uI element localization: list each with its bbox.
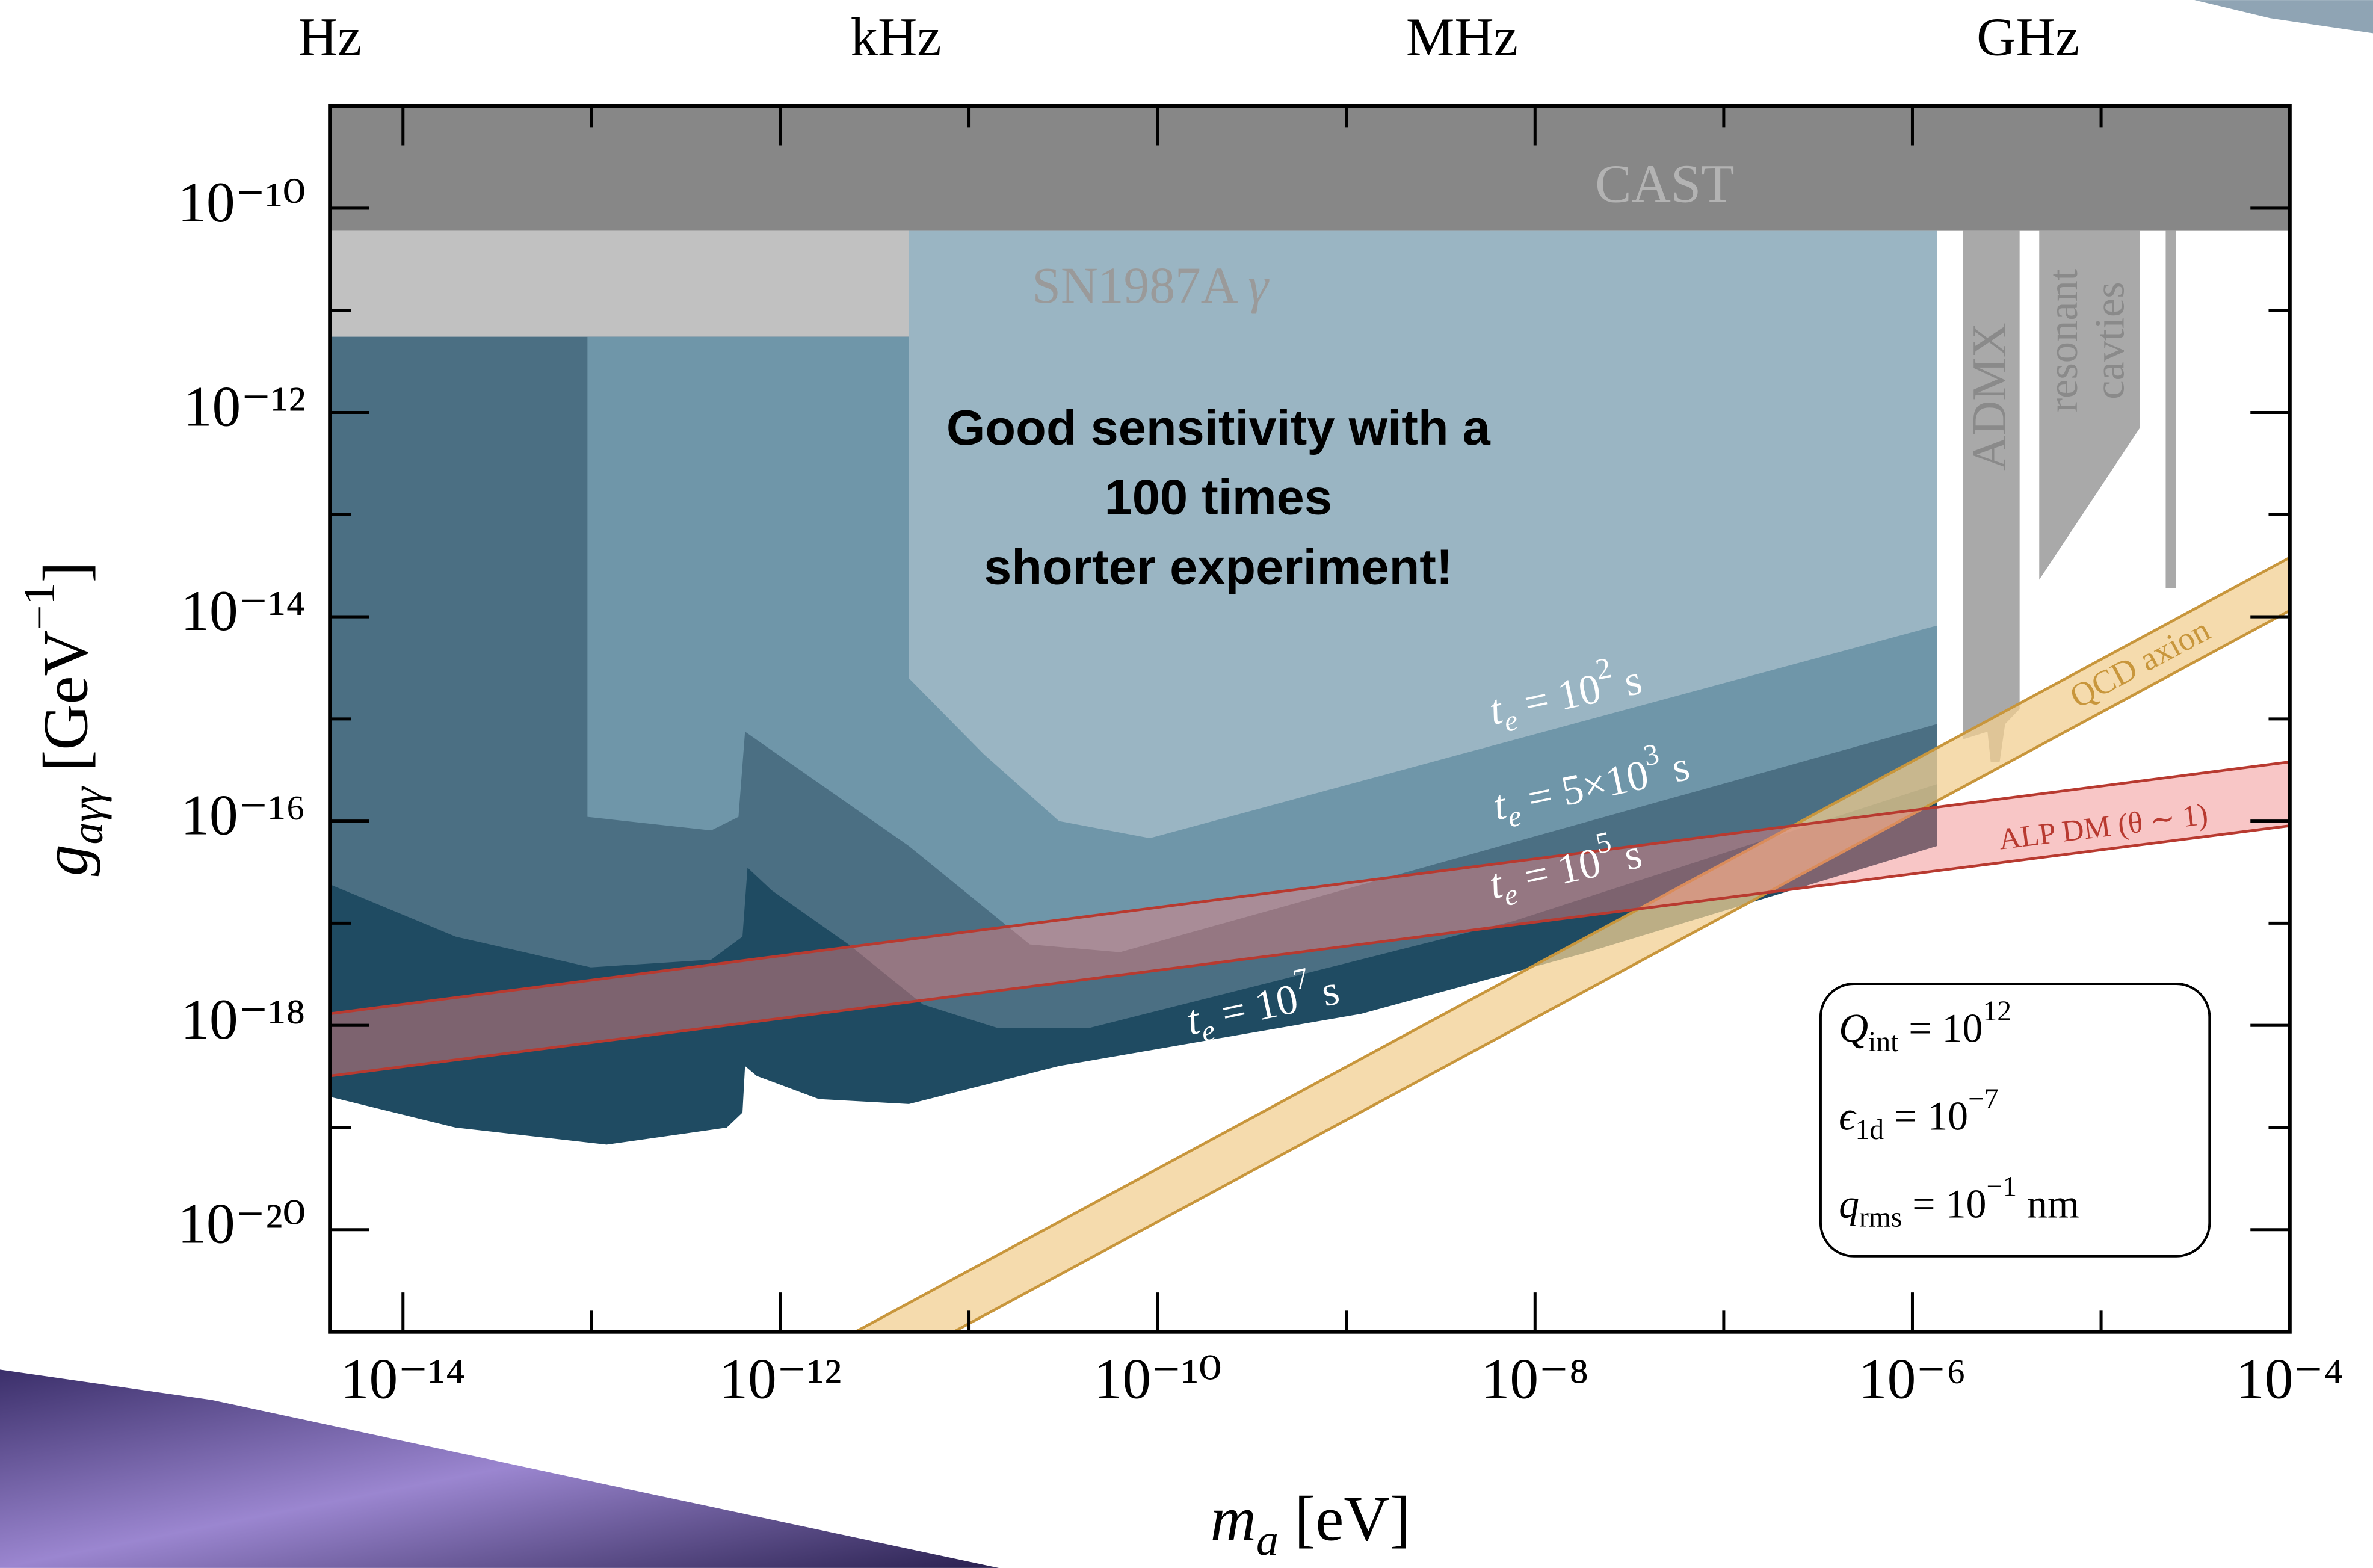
text-part: aγγ <box>62 786 111 844</box>
text-part: cavties <box>2087 282 2134 399</box>
x-tick-label: 10⁻¹⁴ <box>341 1347 466 1411</box>
chart: CASTSN1987A γte = 107 ste = 105 ste = 5×… <box>0 0 2373 1568</box>
text-part: int <box>1868 1026 1898 1058</box>
top-tick-label: MHz <box>1406 6 1518 67</box>
top-tick-label: Hz <box>298 6 362 67</box>
y-tick-label: 10⁻¹⁰ <box>177 170 306 234</box>
region-label: ADMX <box>1963 323 2017 471</box>
y-tick-label: 10⁻¹⁸ <box>181 987 306 1051</box>
region <box>1963 231 2019 762</box>
text-part: 1d <box>1855 1114 1884 1146</box>
region <box>2165 231 2176 588</box>
decoration <box>0 1369 999 1568</box>
text-part: 12 <box>1983 996 2011 1027</box>
text-part: = 10 <box>1902 1181 1986 1226</box>
text-part: [eV] <box>1279 1484 1411 1554</box>
y-tick-label: 10⁻¹⁶ <box>181 783 306 847</box>
x-tick-label: 10⁻⁴ <box>2236 1347 2344 1411</box>
text-part: = 10 <box>1884 1093 1968 1138</box>
region-label: CAST <box>1595 153 1734 214</box>
y-axis-label: gaγγ [GeV−1] <box>14 561 111 876</box>
region-label: resonantcavties <box>2040 268 2133 412</box>
region-label: SN1987A γ <box>1032 258 1270 314</box>
decoration <box>2194 0 2373 33</box>
text-part: γ <box>1248 258 1270 314</box>
text-part: −1 <box>14 583 64 631</box>
text-part: CAST <box>1595 153 1734 214</box>
y-tick-label: 10⁻¹⁴ <box>181 579 306 643</box>
top-tick-label: kHz <box>851 6 942 67</box>
text-part: resonant <box>2040 268 2087 412</box>
text-part: nm <box>2017 1181 2079 1226</box>
text-part: [GeV <box>31 630 101 787</box>
x-tick-label: 10⁻¹⁰ <box>1094 1347 1222 1411</box>
text-part: ADMX <box>1963 323 2017 471</box>
text-part: ϵ <box>1839 1093 1857 1138</box>
x-tick-label: 10⁻⁶ <box>1859 1347 1966 1411</box>
x-tick-label: 10⁻⁸ <box>1481 1347 1589 1411</box>
annotation: 100 times <box>1105 469 1332 525</box>
text-part: Q <box>1839 1005 1868 1051</box>
text-part: ] <box>31 561 101 582</box>
page: CASTSN1987A γte = 107 ste = 105 ste = 5×… <box>0 0 2373 1568</box>
annotation: Good sensitivity with a <box>946 400 1491 455</box>
y-tick-label: 10⁻¹² <box>184 374 306 438</box>
text-part: rms <box>1859 1202 1902 1233</box>
x-tick-label: 10⁻¹² <box>719 1347 841 1411</box>
text-part: g <box>31 845 101 877</box>
text-part: m <box>1211 1484 1256 1554</box>
text-part: −1 <box>1986 1171 2017 1203</box>
text-part: = 10 <box>1898 1005 1983 1051</box>
text-part: a <box>1256 1515 1279 1564</box>
text-part: q <box>1839 1181 1859 1226</box>
text-part: SN1987A <box>1032 258 1248 314</box>
x-axis-label: ma [eV] <box>1211 1484 1411 1564</box>
annotation: shorter experiment! <box>984 539 1453 594</box>
region <box>330 106 2289 230</box>
text-part: −7 <box>1968 1084 1999 1115</box>
top-tick-label: GHz <box>1976 6 2079 67</box>
y-tick-label: 10⁻²⁰ <box>177 1192 306 1256</box>
